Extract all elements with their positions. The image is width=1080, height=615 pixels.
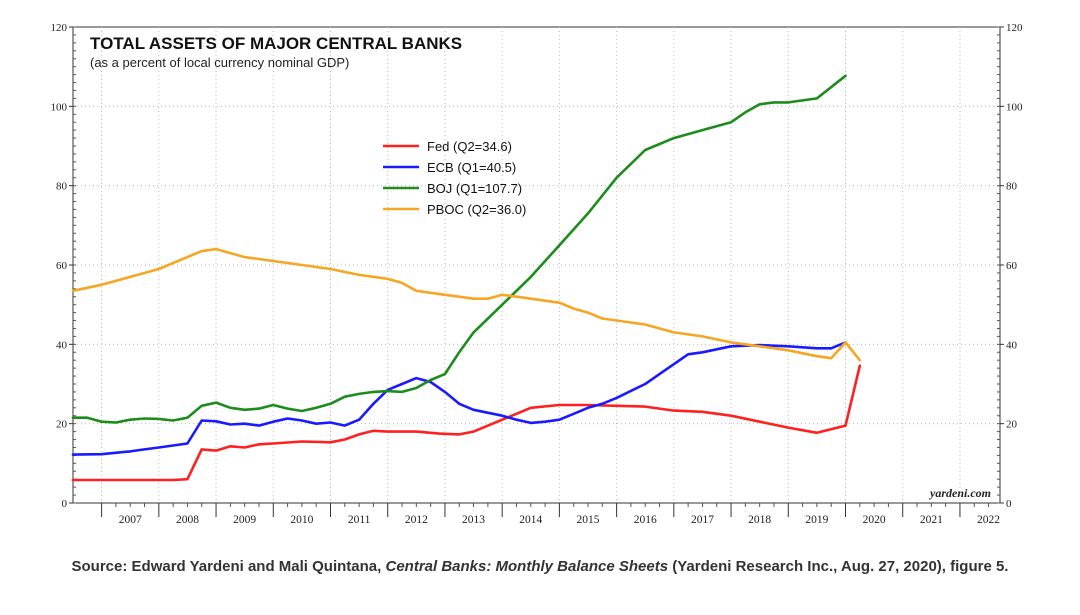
series-lines [71,74,862,482]
x-tick-label: 2021 [920,514,943,526]
x-tick-label: 2013 [462,514,485,526]
series-line-2 [71,74,847,424]
legend-label-0: Fed (Q2=34.6) [427,139,512,154]
y-tick-label-right: 120 [1006,22,1023,34]
x-tick-label: 2019 [805,514,828,526]
series-line-3 [71,247,862,362]
chart-title: TOTAL ASSETS OF MAJOR CENTRAL BANKS [90,34,462,53]
y-tick-label-left: 20 [56,419,68,431]
y-tick-label-right: 80 [1006,181,1018,193]
source-title: Central Banks: Monthly Balance Sheets [385,558,669,575]
x-tick-label: 2020 [863,514,886,526]
plot-area-frame [72,26,1001,504]
source-suffix: (Yardeni Research Inc., Aug. 27, 2020), … [668,558,1009,575]
x-tick-label: 2015 [577,514,600,526]
y-tick-label-left: 60 [56,260,68,272]
y-axis-ticks: 0 0 20 20 40 40 60 60 80 80 100 100 120 120 [51,22,1024,510]
y-tick-label-right: 100 [1006,101,1023,113]
x-tick-label: 2008 [176,514,199,526]
x-tick-label: 2018 [748,514,771,526]
chart-subtitle: (as a percent of local currency nominal … [90,55,349,70]
x-tick-label: 2007 [119,514,142,526]
x-tick-label: 2017 [691,514,714,526]
y-tick-label-right: 20 [1006,419,1018,431]
y-tick-label-left: 0 [62,498,68,510]
series-line-1 [71,341,847,456]
x-tick-label: 2010 [290,514,313,526]
watermark: yardeni.com [928,486,991,500]
x-tick-label: 2022 [977,514,1000,526]
x-tick-label: 2009 [233,514,256,526]
source-citation: Source: Edward Yardeni and Mali Quintana… [20,556,1060,577]
y-tick-label-left: 40 [56,339,68,351]
source-prefix: Source: Edward Yardeni and Mali Quintana… [71,558,386,575]
y-tick-label-left: 100 [51,101,68,113]
y-tick-label-right: 40 [1006,339,1018,351]
x-tick-label: 2011 [348,514,371,526]
x-tick-label: 2012 [405,514,428,526]
legend-label-3: PBOC (Q2=36.0) [427,202,526,217]
x-tick-label: 2016 [634,514,657,526]
y-tick-label-right: 0 [1006,498,1012,510]
series-line-0 [71,364,862,482]
legend-label-2: BOJ (Q1=107.7) [427,181,522,196]
y-tick-label-left: 120 [51,22,68,34]
legend-label-1: ECB (Q1=40.5) [427,160,516,175]
y-tick-label-left: 80 [56,181,68,193]
x-axis-ticks: 2007 2008 2009 2010 2011 2012 2013 2014 2015 2016… [101,503,1000,526]
legend: Fed (Q2=34.6) ECB (Q1=40.5) BOJ (Q1=107.7)… [383,139,526,217]
x-tick-label: 2014 [519,514,542,526]
y-tick-label-right: 60 [1006,260,1018,272]
